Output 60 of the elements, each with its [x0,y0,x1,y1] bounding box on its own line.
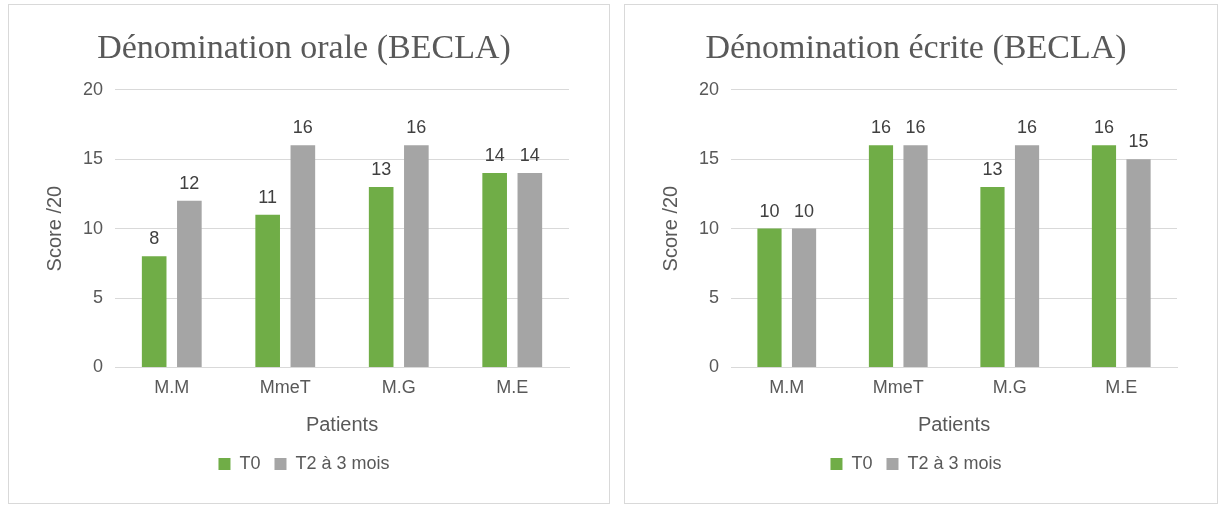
y-axis-title: Score /20 [658,185,681,272]
data-label: 10 [759,200,780,221]
data-label: 14 [484,145,505,166]
y-axis-title: Score /20 [42,185,65,272]
y-tick-label: 15 [82,148,104,169]
data-label: 11 [258,186,278,207]
chart-title: Dénomination écrite (BECLA) [705,28,1127,67]
y-tick-label: 20 [82,78,104,99]
bar [177,200,202,367]
data-label: 13 [371,158,392,179]
data-label: 16 [870,117,891,138]
bar [868,145,894,367]
legend-label: T0 [851,452,873,473]
bar [980,186,1005,367]
data-label: 16 [406,117,427,138]
x-tick-label: M.M [769,377,805,398]
chart-title: Dénomination orale (BECLA) [97,28,511,67]
y-tick-label: 0 [709,356,720,377]
y-tick-label: 10 [698,217,720,238]
data-label: 8 [149,228,160,249]
bar [255,214,280,367]
bar [757,228,782,367]
x-tick-label: M.E [1105,377,1138,398]
bar [903,145,928,367]
data-label: 15 [1128,131,1149,152]
y-tick-label: 0 [93,356,104,377]
data-label: 12 [179,172,200,193]
data-label: 14 [519,145,540,166]
bar [290,145,316,367]
data-label: 13 [982,158,1003,179]
bar [368,186,394,367]
x-tick-label: M.G [381,377,416,398]
bar [791,228,817,367]
x-axis-title: Patients [305,412,379,435]
bar [517,173,543,367]
data-label: 16 [292,117,313,138]
data-label: 16 [1093,117,1114,138]
x-axis-title: Patients [917,412,991,435]
y-tick-label: 10 [82,217,104,238]
legend-label: T0 [239,452,261,473]
y-tick-label: 20 [698,78,720,99]
bar [141,256,167,367]
x-tick-label: MmeT [872,377,924,398]
bar [404,145,429,367]
x-tick-label: M.E [496,377,529,398]
data-label: 16 [1017,117,1038,138]
y-tick-label: 5 [93,286,104,307]
x-tick-label: M.G [992,377,1027,398]
y-tick-label: 5 [709,286,720,307]
data-label: 10 [794,200,815,221]
bar [482,173,507,367]
bar [1126,159,1151,367]
x-tick-label: M.M [154,377,190,398]
bar [1091,145,1117,367]
data-label: 16 [905,117,926,138]
x-tick-label: MmeT [259,377,311,398]
y-tick-label: 15 [698,148,720,169]
bar [1014,145,1040,367]
legend-label: T2 à 3 mois [295,452,390,473]
legend-label: T2 à 3 mois [907,452,1002,473]
